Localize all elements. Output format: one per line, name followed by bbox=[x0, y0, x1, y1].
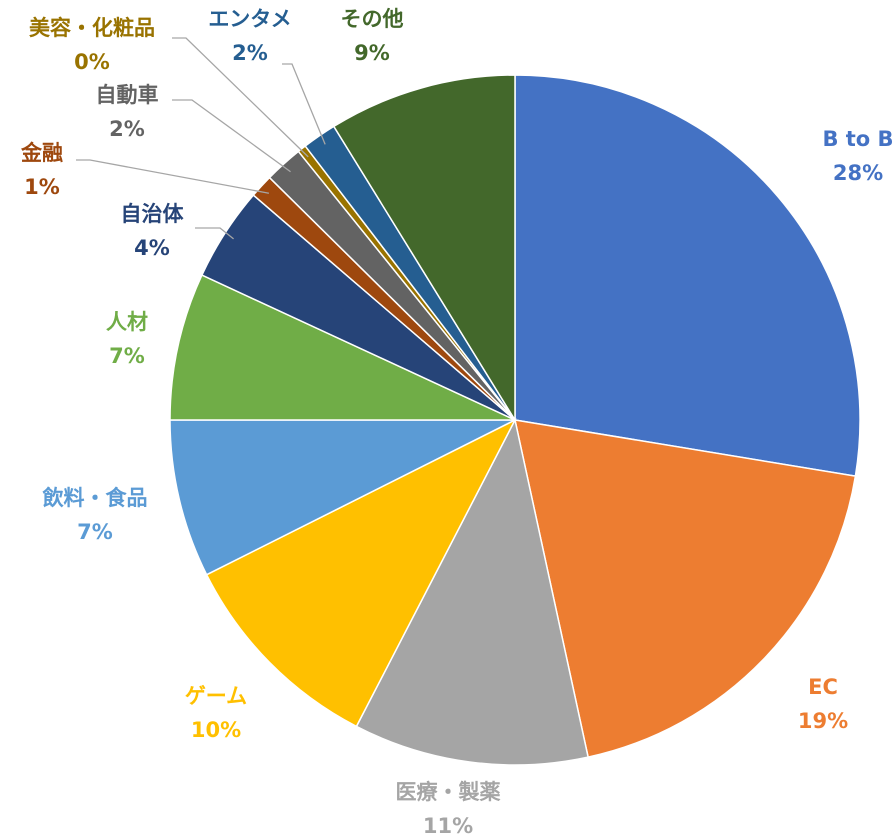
category-label: エンタメ bbox=[208, 7, 291, 31]
pie-slice bbox=[332, 74, 516, 423]
pie-slice bbox=[514, 74, 861, 477]
leader-line bbox=[282, 63, 326, 145]
leader-line bbox=[172, 37, 309, 158]
value-label: 9% bbox=[354, 41, 390, 65]
category-label: 自動車 bbox=[96, 83, 159, 107]
value-label: 2% bbox=[109, 117, 145, 141]
pie-slice bbox=[169, 419, 516, 576]
category-label: 医療・製薬 bbox=[396, 780, 501, 804]
value-label: 7% bbox=[77, 520, 113, 544]
value-label: 28% bbox=[833, 161, 883, 185]
value-label: 11% bbox=[423, 814, 473, 836]
pie-slice bbox=[169, 274, 516, 421]
value-label: 7% bbox=[109, 344, 145, 368]
category-label: 飲料・食品 bbox=[42, 486, 148, 510]
value-label: 0% bbox=[74, 50, 110, 74]
leader-line bbox=[76, 159, 270, 194]
pie-slice bbox=[355, 417, 590, 766]
leader-line bbox=[195, 227, 234, 240]
pie-slice bbox=[514, 419, 857, 759]
category-label: 人材 bbox=[106, 310, 148, 334]
category-label: その他 bbox=[341, 7, 404, 31]
category-label: 金融 bbox=[20, 141, 63, 165]
category-label: EC bbox=[808, 675, 838, 699]
leader-line bbox=[172, 99, 291, 173]
value-label: 2% bbox=[232, 41, 268, 65]
category-label: ゲーム bbox=[185, 684, 247, 708]
category-label: 美容・化粧品 bbox=[29, 16, 155, 40]
value-label: 19% bbox=[798, 709, 848, 733]
value-label: 4% bbox=[134, 236, 170, 260]
category-label: 自治体 bbox=[121, 202, 185, 226]
pie-slice bbox=[205, 418, 517, 728]
value-label: 1% bbox=[24, 175, 60, 199]
value-label: 10% bbox=[191, 718, 241, 742]
category-label: B to B bbox=[822, 127, 893, 151]
